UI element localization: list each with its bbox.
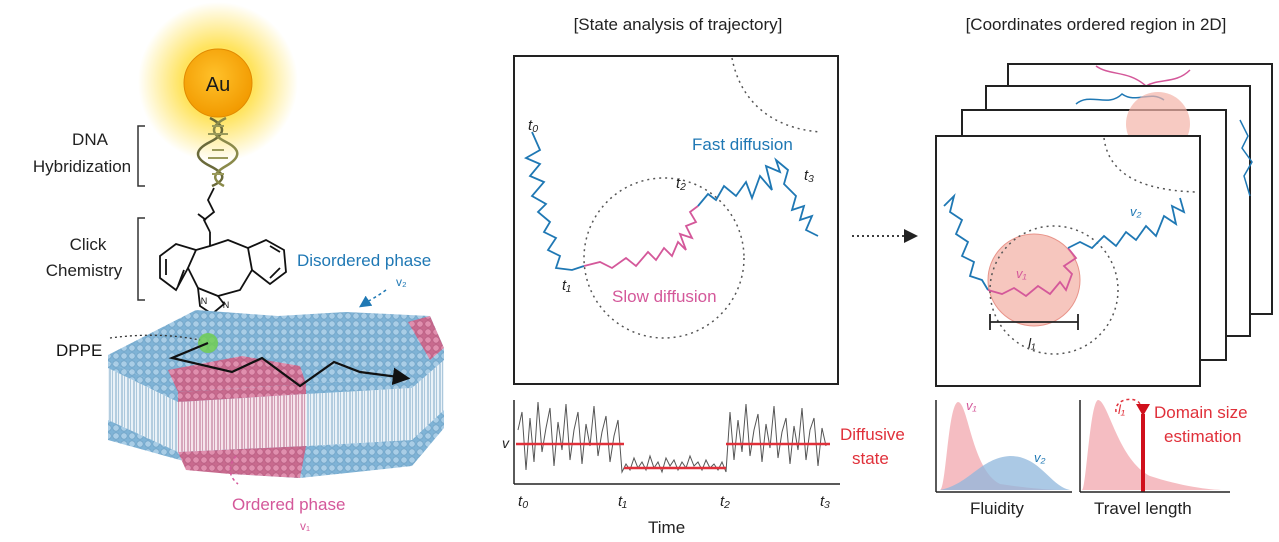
middle-title: [State analysis of trajectory] bbox=[574, 15, 783, 34]
fluidity-plot: v₁ v₂ Fluidity bbox=[935, 398, 1072, 518]
fast-trajectory-1 bbox=[523, 131, 585, 271]
fluidity-v2-label: v₂ bbox=[1034, 450, 1046, 465]
fluidity-v1-distribution bbox=[940, 402, 1070, 490]
ordered-phase-label: Ordered phase bbox=[232, 495, 345, 514]
front-v1-label: v₁ bbox=[1016, 266, 1027, 281]
corner-domain-outline bbox=[731, 57, 821, 133]
front-fast-trajectory-2 bbox=[1067, 197, 1186, 250]
tick-t1: t₁ bbox=[618, 493, 627, 510]
velocity-signal bbox=[517, 401, 827, 474]
slow-diffusion-label: Slow diffusion bbox=[612, 287, 717, 306]
dppe-label: DPPE bbox=[56, 341, 102, 360]
front-domain-outline bbox=[989, 225, 1119, 355]
front-v2-label: v₂ bbox=[1130, 204, 1142, 219]
traj-t2: t₂ bbox=[676, 175, 686, 192]
dppe-pointer bbox=[109, 334, 201, 341]
dna-helix bbox=[196, 116, 239, 188]
domain-size-marker-head bbox=[1136, 404, 1150, 416]
triazole-n3: N bbox=[223, 300, 230, 310]
front-fast-trajectory-1 bbox=[943, 193, 989, 291]
travel-axis-label: Travel length bbox=[1094, 499, 1192, 518]
traj-t1: t₁ bbox=[562, 277, 571, 294]
nanoparticle-label: Au bbox=[206, 74, 230, 96]
front-corner-outline bbox=[1103, 137, 1197, 193]
ordered-phase-symbol: v₁ bbox=[300, 519, 310, 533]
tick-t0: t₀ bbox=[518, 493, 529, 510]
dna-label-line2: Hybridization bbox=[33, 157, 131, 176]
click-label-line2: Chemistry bbox=[46, 261, 123, 280]
diffusive-label-line1: Diffusive bbox=[840, 425, 905, 444]
time-axis-label: Time bbox=[648, 518, 685, 537]
domain-size-line2: estimation bbox=[1164, 427, 1241, 446]
disordered-pointer bbox=[359, 289, 387, 308]
slow-domain-outline bbox=[583, 177, 745, 339]
tick-t2: t₂ bbox=[720, 493, 730, 510]
disordered-phase-label: Disordered phase bbox=[297, 251, 431, 270]
domain-size-line1: Domain size bbox=[1154, 403, 1248, 422]
right-title: [Coordinates ordered region in 2D] bbox=[966, 15, 1227, 34]
disordered-phase-symbol: v₂ bbox=[396, 275, 407, 289]
velocity-plot: v t₀ t₁ t₂ t₃ Time Diffusive state bbox=[502, 400, 905, 537]
fluidity-axis-label: Fluidity bbox=[970, 499, 1024, 518]
lipid-membrane bbox=[108, 310, 444, 478]
triazole-n1: N bbox=[201, 296, 208, 306]
travel-l-pointer bbox=[1115, 398, 1141, 413]
diffusive-label-line2: state bbox=[852, 449, 889, 468]
travel-l-label: l₁ bbox=[1118, 402, 1125, 417]
gold-nanoparticle bbox=[183, 48, 253, 118]
travel-distribution bbox=[1082, 400, 1224, 490]
middle-panel: [State analysis of trajectory] Fast diff… bbox=[502, 15, 905, 537]
slow-trajectory bbox=[583, 205, 699, 270]
trajectory-box bbox=[513, 55, 839, 385]
flow-arrow-head bbox=[904, 229, 918, 243]
ordered-domain-circle bbox=[987, 233, 1081, 327]
front-slow-trajectory bbox=[987, 247, 1078, 298]
length-l1-label: l₁ bbox=[1028, 335, 1036, 351]
traj-t0: t₀ bbox=[528, 117, 539, 134]
v-axis-label: v bbox=[502, 435, 510, 451]
frame2-trace bbox=[1239, 119, 1253, 197]
left-panel: Au DNA Hybridization Click Chemistry bbox=[33, 2, 444, 533]
right-panel: [Coordinates ordered region in 2D] v₁ v₂… bbox=[935, 15, 1273, 518]
trajectory-arrow bbox=[168, 341, 411, 388]
fluidity-v1-label: v₁ bbox=[966, 398, 977, 413]
click-bracket bbox=[137, 217, 145, 301]
dna-label-line1: DNA bbox=[72, 130, 109, 149]
fluidity-v2-distribution bbox=[940, 456, 1070, 490]
click-label-line1: Click bbox=[70, 235, 107, 254]
fast-diffusion-label: Fast diffusion bbox=[692, 135, 793, 154]
travel-length-plot: l₁ Domain size estimation Travel length bbox=[1079, 398, 1248, 518]
traj-t3: t₃ bbox=[804, 167, 814, 184]
dna-bracket bbox=[137, 125, 145, 187]
tick-t3: t₃ bbox=[820, 493, 830, 510]
fast-trajectory-2 bbox=[697, 157, 819, 237]
